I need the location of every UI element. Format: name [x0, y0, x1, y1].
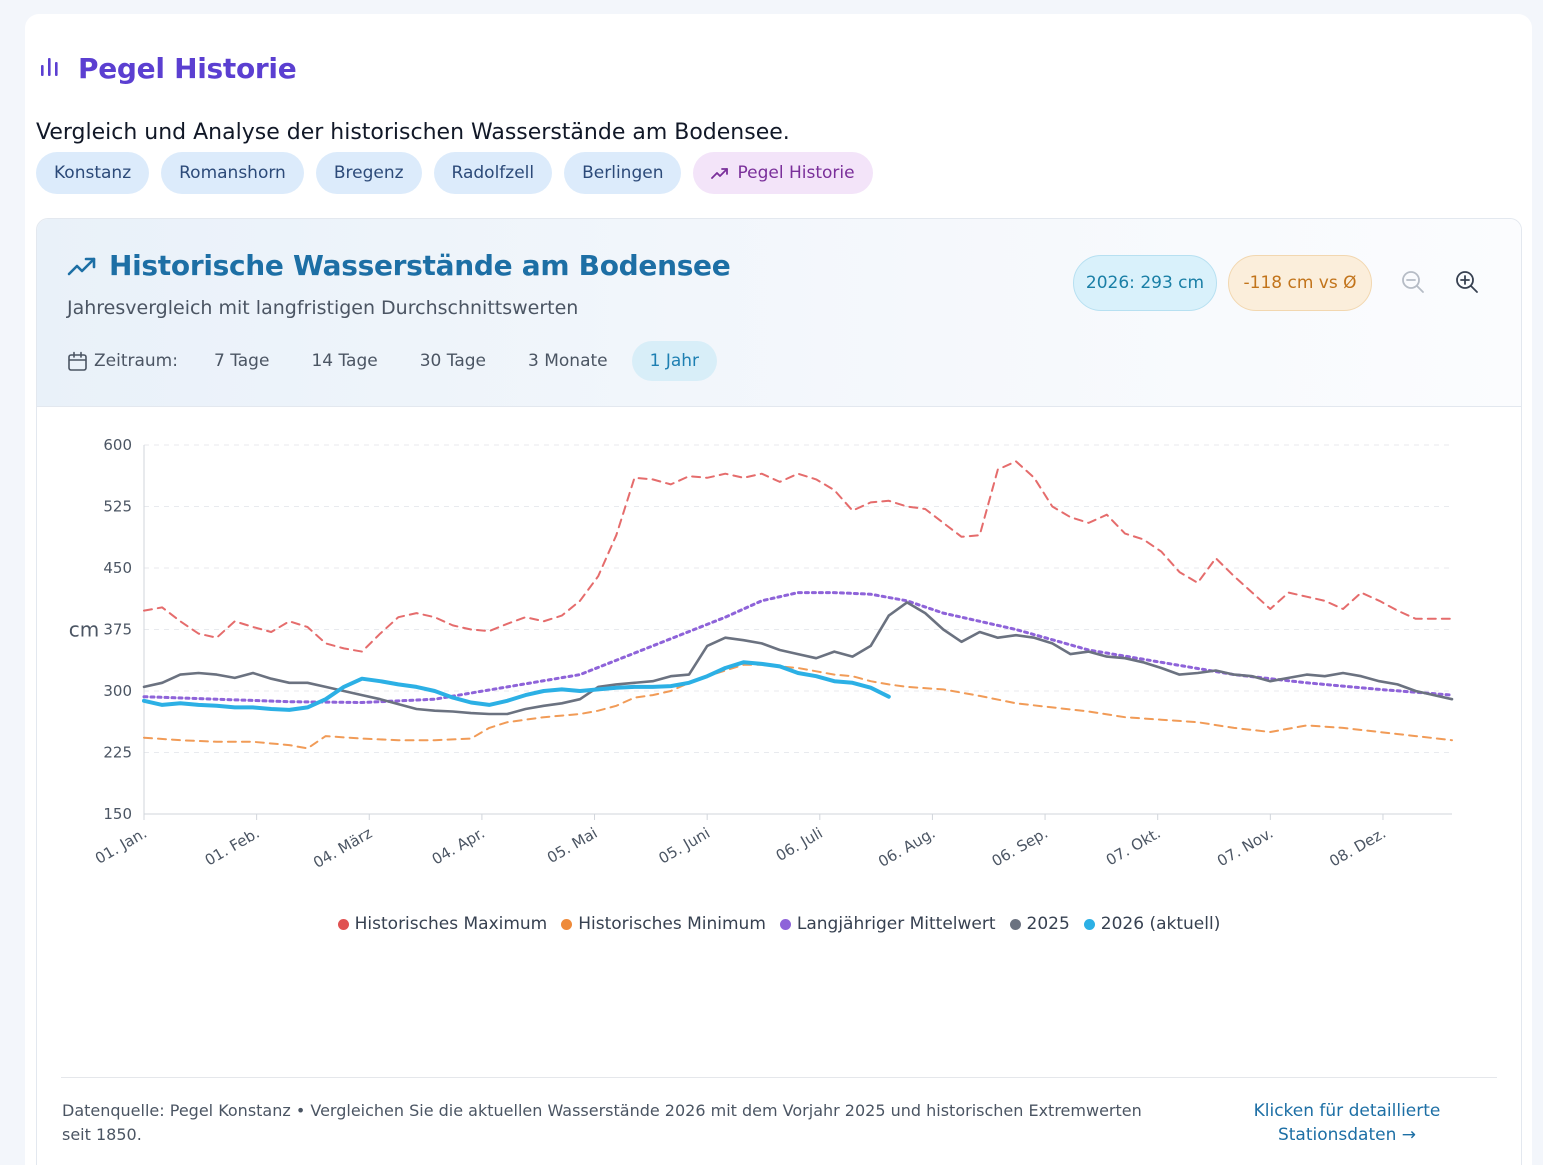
legend-label-2025: 2025: [1026, 914, 1070, 934]
chart-title-row: Historische Wasserstände am Bodensee: [67, 249, 731, 282]
trending-up-icon: [711, 168, 729, 179]
data-source-note: Datenquelle: Pegel Konstanz • Vergleiche…: [62, 1101, 1142, 1144]
legend-item-2025[interactable]: 2025: [1009, 914, 1070, 934]
y-tick-label: 300: [103, 682, 132, 700]
range-1-jahr[interactable]: 1 Jahr: [631, 341, 718, 381]
footer-divider: [61, 1077, 1497, 1078]
legend-dot-2026: [1083, 918, 1095, 930]
x-tick-label: 01. Feb.: [202, 824, 263, 870]
legend-item-min[interactable]: Historisches Minimum: [561, 914, 766, 934]
tab-radolfzell[interactable]: Radolfzell: [433, 152, 553, 194]
station-tabs: Konstanz Romanshorn Bregenz Radolfzell B…: [36, 152, 873, 194]
y-tick-label: 150: [103, 805, 132, 823]
page-title: Pegel Historie: [78, 52, 297, 85]
page-header: Pegel Historie: [38, 52, 297, 85]
legend-item-mean[interactable]: Langjähriger Mittelwert: [779, 914, 996, 934]
tab-berlingen[interactable]: Berlingen: [564, 152, 682, 194]
legend-item-max[interactable]: Historisches Maximum: [337, 914, 548, 934]
y-tick-label: 450: [103, 559, 132, 577]
chart-card: Historische Wasserstände am Bodensee Jah…: [36, 218, 1522, 1165]
zoom-in-icon: [1456, 271, 1478, 293]
tab-romanshorn[interactable]: Romanshorn: [161, 152, 304, 194]
x-tick-label: 06. Sep.: [989, 824, 1051, 870]
series-line-max: [143, 460, 1453, 653]
zoom-out-button[interactable]: [1400, 269, 1426, 295]
delta-badge: -118 cm vs Ø: [1228, 255, 1372, 311]
range-14-tage[interactable]: 14 Tage: [311, 351, 378, 371]
tab-pegel-historie[interactable]: Pegel Historie: [693, 152, 873, 194]
x-tick-label: 04. März: [310, 824, 375, 872]
station-details-link[interactable]: Klicken für detaillierte Stationsdaten →: [1253, 1101, 1441, 1145]
series-line-min: [143, 663, 1453, 750]
y-tick-label: 375: [103, 621, 132, 639]
legend-dot-mean: [779, 918, 791, 930]
chart-title: Historische Wasserstände am Bodensee: [109, 249, 731, 282]
page-description: Vergleich und Analyse der historischen W…: [36, 120, 790, 145]
legend-item-2026[interactable]: 2026 (aktuell): [1083, 914, 1221, 934]
tab-konstanz[interactable]: Konstanz: [36, 152, 150, 194]
range-label: Zeitraum:: [94, 351, 178, 371]
legend-dot-2025: [1009, 918, 1021, 930]
series-line-y2026: [142, 660, 891, 712]
x-tick-label: 04. Apr.: [429, 824, 488, 869]
y-tick-label: 525: [103, 498, 132, 516]
series-line-mean: [142, 591, 1454, 704]
x-tick-label: 06. Aug.: [875, 824, 938, 871]
range-30-tage[interactable]: 30 Tage: [419, 351, 486, 371]
y-tick-label: 225: [103, 744, 132, 762]
x-tick-label: 05. Juni: [655, 824, 713, 868]
trending-up-icon: [67, 257, 96, 275]
x-tick-label: 01. Jan.: [92, 824, 150, 868]
x-tick-label: 06. Juli: [773, 824, 826, 865]
zoom-out-icon: [1402, 271, 1424, 293]
calendar-icon: [68, 351, 87, 371]
legend-dot-max: [337, 918, 349, 930]
chart-legend: Historisches Maximum Historisches Minimu…: [37, 914, 1521, 934]
current-level-badge: 2026: 293 cm: [1073, 255, 1217, 311]
legend-label-max: Historisches Maximum: [354, 914, 548, 934]
series-line-y2025: [142, 601, 1454, 716]
range-3-monate[interactable]: 3 Monate: [528, 351, 608, 371]
zoom-in-button[interactable]: [1454, 269, 1480, 295]
chart-subtitle: Jahresvergleich mit langfristigen Durchs…: [67, 297, 579, 319]
legend-label-min: Historisches Minimum: [578, 914, 766, 934]
x-tick-label: 08. Dez.: [1326, 824, 1389, 871]
water-level-chart: 150 225 300 375 450 525 600 cm 01. Jan. 01. Feb. 0…: [69, 436, 1454, 872]
bar-chart-icon: [38, 56, 62, 82]
x-tick-label: 07. Nov.: [1214, 824, 1276, 870]
chart-header: Historische Wasserstände am Bodensee Jah…: [37, 219, 1521, 407]
x-tick-label: 07. Okt.: [1103, 824, 1164, 869]
x-tick-label: 05. Mai: [544, 824, 601, 867]
legend-dot-min: [561, 918, 573, 930]
legend-label-2026: 2026 (aktuell): [1100, 914, 1221, 934]
range-7-tage[interactable]: 7 Tage: [213, 351, 270, 371]
y-axis-label: cm: [69, 618, 99, 642]
tab-pegel-historie-label: Pegel Historie: [737, 163, 855, 183]
range-selector: Zeitraum: 7 Tage 14 Tage 30 Tage 3 Monat…: [67, 341, 723, 381]
tab-bregenz[interactable]: Bregenz: [315, 152, 422, 194]
legend-label-mean: Langjähriger Mittelwert: [796, 914, 996, 934]
y-tick-label: 600: [103, 436, 132, 454]
